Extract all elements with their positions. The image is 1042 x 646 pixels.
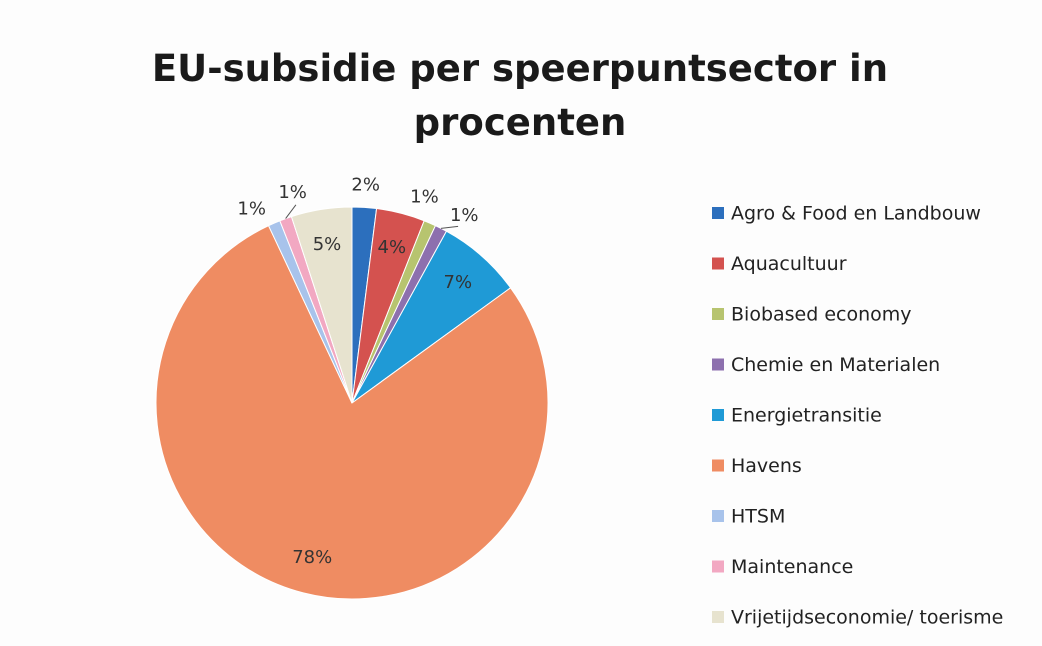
data-label: 4% [378,237,407,258]
chart-title: EU-subsidie per speerpuntsector in proce… [151,47,889,144]
data-label: 1% [410,186,439,207]
pie-slice [155,224,549,600]
legend-label: Energietransitie [731,405,882,427]
data-label: 1% [450,205,479,226]
data-label: 7% [444,272,473,293]
legend-label: Maintenance [731,556,853,578]
legend-label: Havens [731,455,802,477]
legend-label: Chemie en Materialen [731,354,940,376]
data-label: 5% [313,234,342,255]
legend-swatch [712,207,724,219]
legend-label: HTSM [731,506,785,528]
legend-swatch [712,560,724,573]
legend-swatch [712,611,724,623]
legend-swatch [712,358,724,371]
legend-swatch [712,459,724,472]
data-label: 1% [237,198,266,219]
legend-swatch [712,308,724,320]
data-label: 78% [292,547,332,568]
legend-label: Agro & Food en Landbouw [731,203,981,225]
leader-line [285,204,297,219]
legend-swatch [712,409,724,421]
data-label: 2% [351,174,380,195]
legend-label: Vrijetijdseconomie/ toerisme [731,607,1003,629]
legend-swatch [712,257,724,270]
data-label: 1% [278,182,307,203]
leader-line [440,225,459,229]
pie-slice [290,206,353,404]
legend-swatch [712,510,724,522]
legend-label: Biobased economy [731,304,912,326]
legend-label: Aquacultuur [731,253,847,275]
